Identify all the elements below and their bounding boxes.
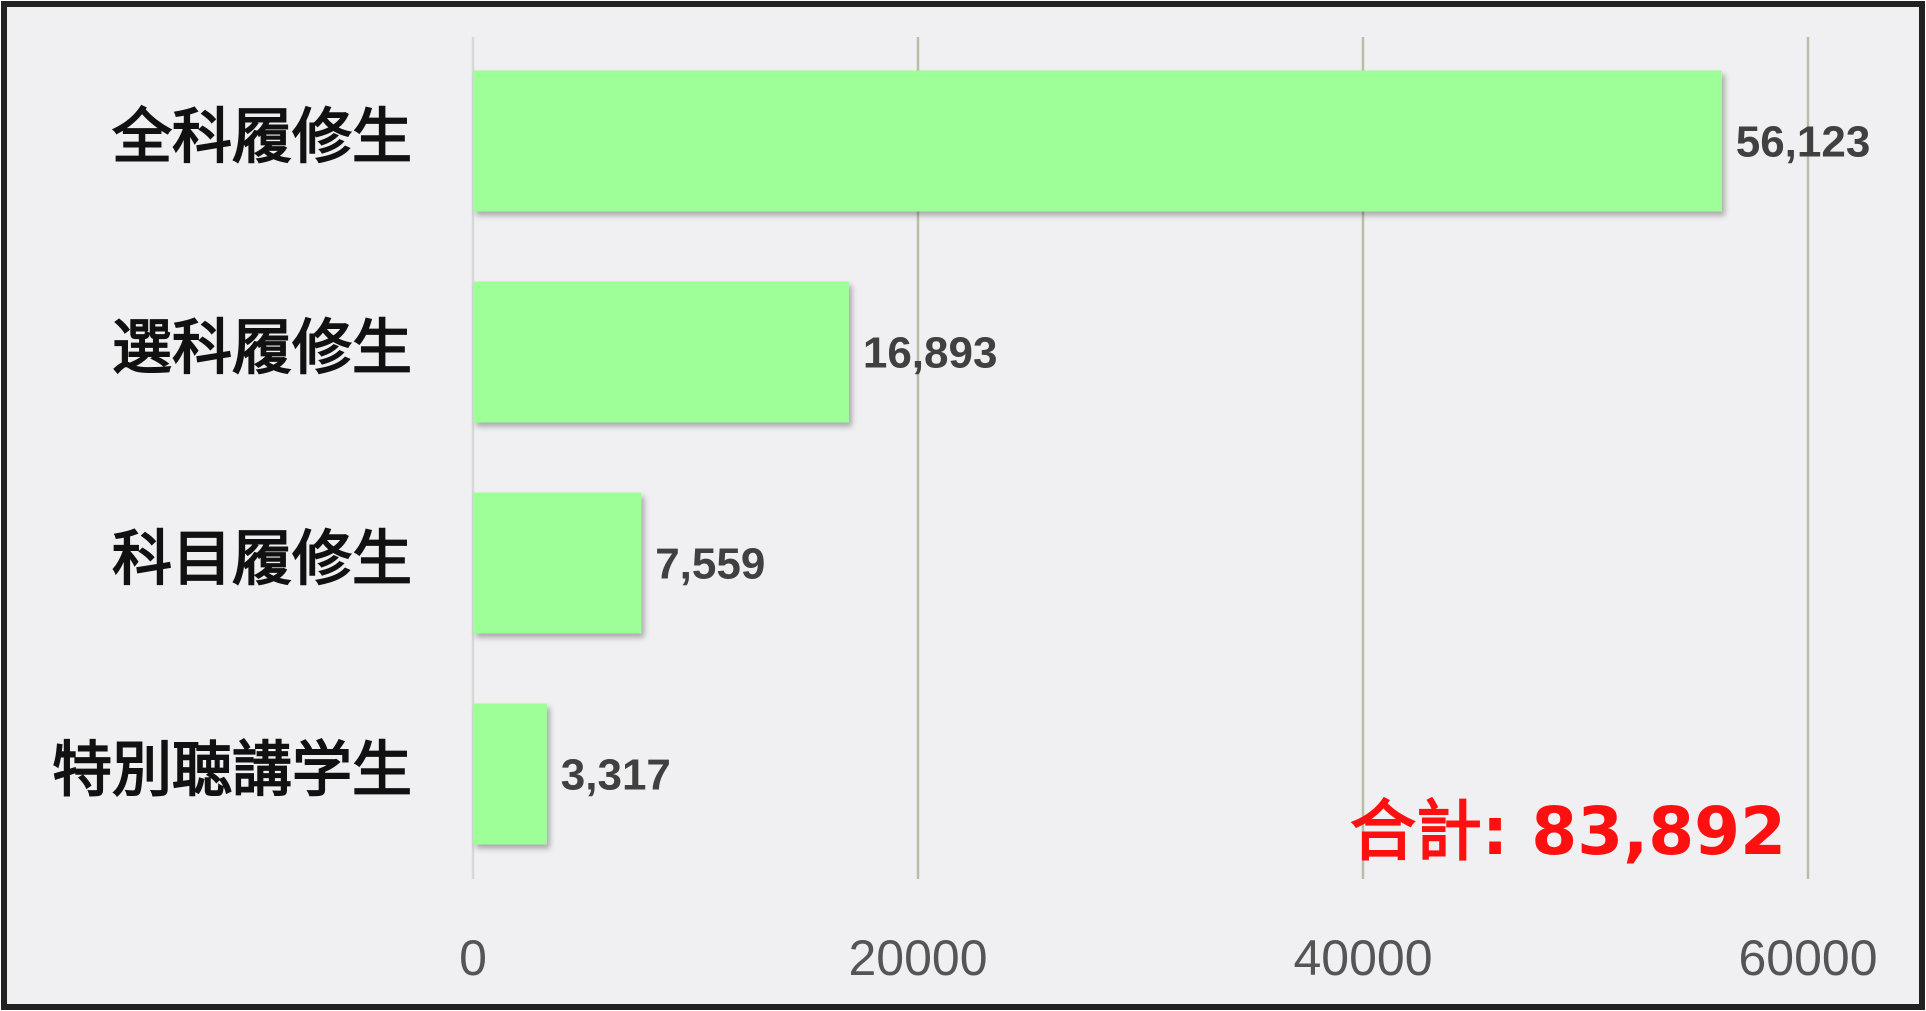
category-label: 選科履修生 — [112, 314, 412, 384]
x-tick-label: 60000 — [1738, 930, 1877, 986]
bar — [473, 70, 1722, 212]
bar — [473, 281, 849, 423]
x-tick-label: 0 — [459, 930, 487, 986]
annotation: 合計: 83,892 — [1350, 793, 1786, 870]
x-tick-label: 20000 — [848, 930, 987, 986]
value-label: 3,317 — [561, 751, 671, 800]
category-label: 科目履修生 — [112, 525, 412, 595]
x-tick-label: 40000 — [1293, 930, 1432, 986]
bar — [473, 492, 642, 634]
category-label: 特別聴講学生 — [52, 736, 412, 806]
value-label: 7,559 — [655, 540, 765, 589]
bar — [473, 703, 547, 845]
value-label: 56,123 — [1736, 118, 1871, 167]
category-label: 全科履修生 — [111, 103, 412, 173]
value-label: 16,893 — [863, 329, 998, 378]
